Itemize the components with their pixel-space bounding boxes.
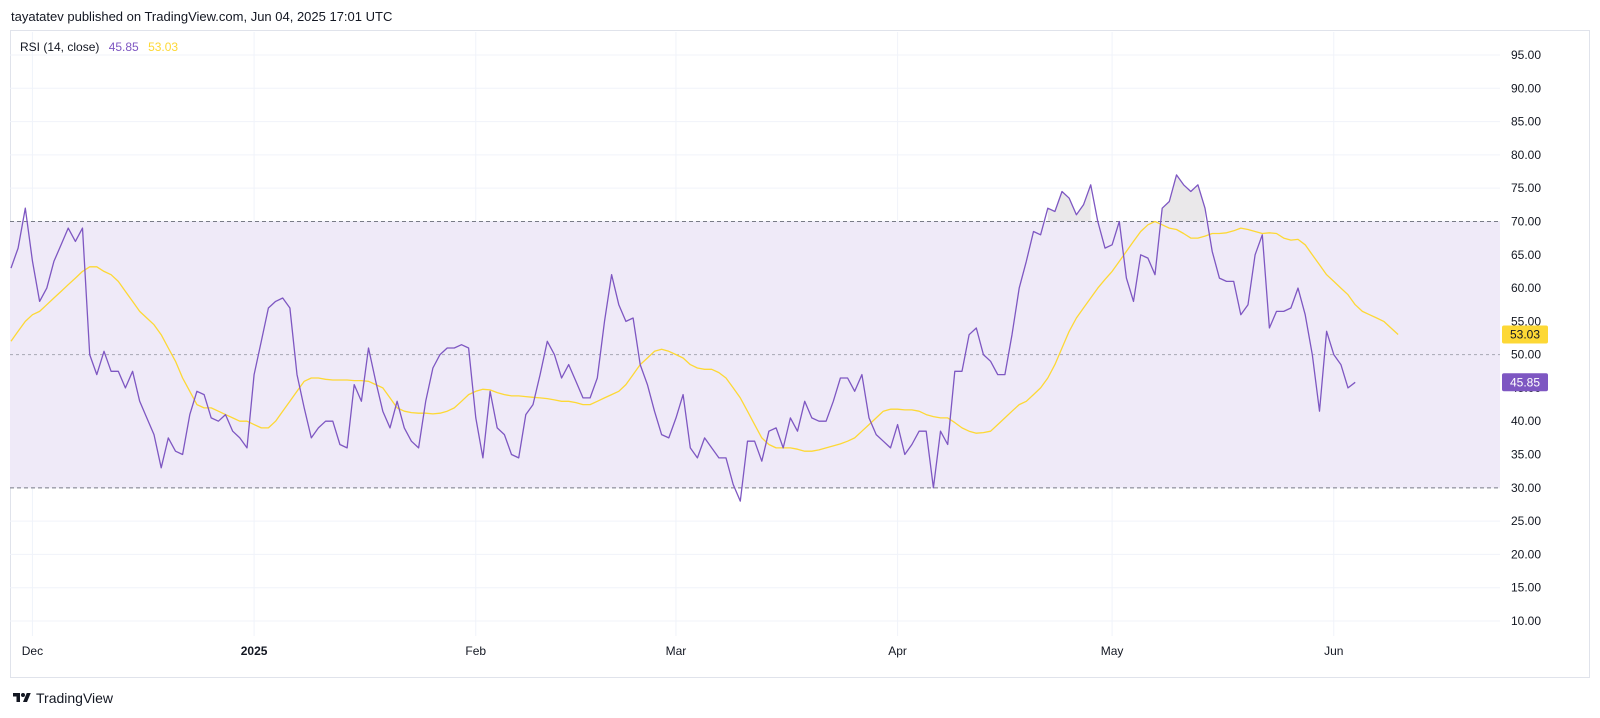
legend-ma-value: 53.03 xyxy=(148,40,179,54)
y-tick-label: 70.00 xyxy=(1511,214,1541,228)
y-tick-label: 90.00 xyxy=(1511,81,1541,95)
price-badges: 53.03 45.85 xyxy=(1502,325,1548,392)
value-badge-text: 53.03 xyxy=(1510,327,1540,341)
y-tick-label: 50.00 xyxy=(1511,348,1541,362)
x-tick-label: May xyxy=(1101,644,1124,658)
value-badge-bg xyxy=(1502,325,1548,344)
y-tick-label: 95.00 xyxy=(1511,48,1541,62)
x-tick-label: Apr xyxy=(888,644,907,658)
y-tick-label: 40.00 xyxy=(1511,414,1541,428)
overbought-fill xyxy=(1162,174,1206,222)
y-tick-label: 10.00 xyxy=(1511,614,1541,628)
series-ma xyxy=(10,220,1399,452)
legend-label: RSI (14, close) xyxy=(20,40,100,54)
x-tick-label: Feb xyxy=(465,644,486,658)
series-rsi xyxy=(10,174,1356,502)
tradingview-brand[interactable]: TradingView xyxy=(11,690,113,706)
x-tick-label: Jun xyxy=(1324,644,1343,658)
y-tick-label: 85.00 xyxy=(1511,115,1541,129)
y-tick-label: 55.00 xyxy=(1511,314,1541,328)
x-axis: Dec 2025 Feb Mar Apr May Jun xyxy=(22,644,1344,658)
value-badge: 53.03 xyxy=(1502,325,1548,344)
brand-label: TradingView xyxy=(36,690,114,706)
y-axis: 95.00 90.00 85.00 80.00 75.00 70.00 65.00 60.00… xyxy=(1511,48,1541,628)
y-tick-label: 30.00 xyxy=(1511,481,1541,495)
indicator-legend[interactable]: RSI (14, close) 45.85 53.03 xyxy=(20,40,178,54)
x-tick-label: Dec xyxy=(22,644,43,658)
x-tick-label: 2025 xyxy=(241,644,268,658)
y-tick-label: 35.00 xyxy=(1511,448,1541,462)
y-tick-label: 75.00 xyxy=(1511,181,1541,195)
y-tick-label: 65.00 xyxy=(1511,248,1541,262)
legend-rsi-value: 45.85 xyxy=(108,40,139,54)
y-tick-label: 15.00 xyxy=(1511,581,1541,595)
y-tick-label: 20.00 xyxy=(1511,547,1541,561)
value-badge-bg xyxy=(1502,373,1548,392)
x-tick-label: Mar xyxy=(666,644,687,658)
tradingview-logo-icon xyxy=(13,693,31,702)
y-tick-label: 25.00 xyxy=(1511,514,1541,528)
value-badge: 45.85 xyxy=(1502,373,1548,392)
overbought-fill xyxy=(1047,184,1091,222)
value-badge-text: 45.85 xyxy=(1510,375,1540,389)
publish-header: tayatatev published on TradingView.com, … xyxy=(11,9,393,24)
series-lines xyxy=(10,174,1399,502)
y-tick-label: 80.00 xyxy=(1511,148,1541,162)
y-tick-label: 60.00 xyxy=(1511,281,1541,295)
